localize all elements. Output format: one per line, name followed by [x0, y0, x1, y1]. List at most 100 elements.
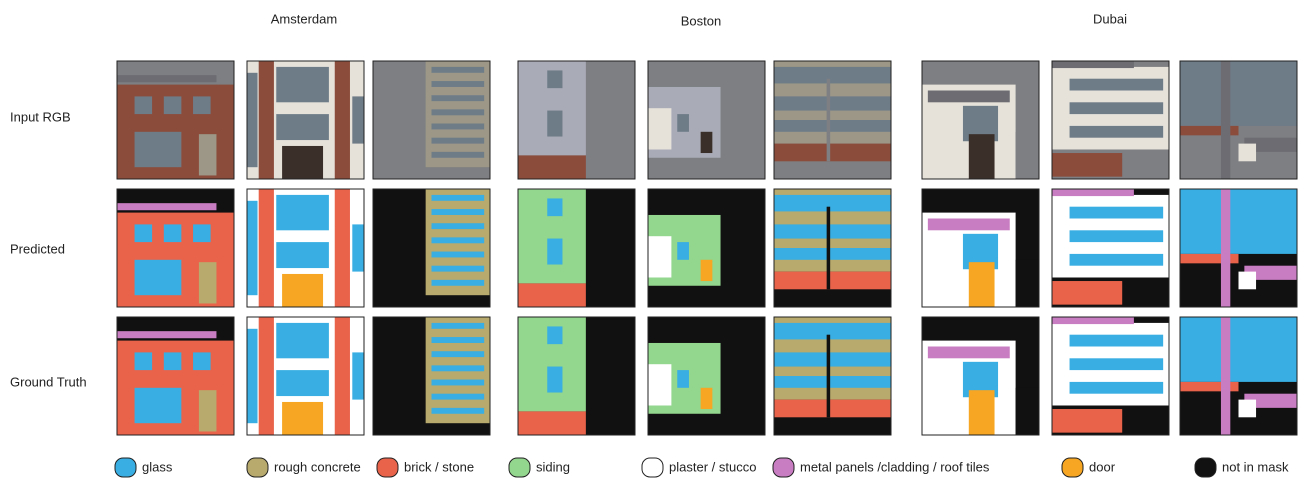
legend-label: siding [536, 459, 570, 474]
tile-region [648, 108, 672, 150]
tile-region [518, 283, 586, 307]
tile-region [1052, 281, 1123, 305]
tile-region [1220, 61, 1231, 179]
tile-region [431, 393, 485, 400]
tile-region [431, 66, 485, 73]
legend-swatch [1061, 457, 1084, 478]
tile-region [547, 70, 563, 89]
tile-region [134, 387, 182, 424]
tile-region [282, 273, 324, 307]
tile-region [334, 317, 350, 435]
tile-region [282, 145, 324, 179]
legend-swatch [114, 457, 137, 478]
tile-region [352, 352, 364, 400]
tile-region [163, 352, 182, 371]
tile-region [134, 131, 182, 168]
tile-border [116, 316, 235, 436]
tile-region [247, 200, 258, 296]
tile-region [193, 224, 211, 243]
tile-region [1015, 131, 1039, 179]
tile-region [431, 351, 485, 358]
tile-region [1220, 189, 1231, 307]
tile-region [518, 411, 586, 435]
tile-region [193, 96, 211, 115]
legend-label: glass [142, 459, 173, 474]
tile-region [1069, 206, 1164, 219]
tile-region [774, 352, 891, 367]
tile-region [431, 151, 485, 158]
tile-region [648, 364, 672, 406]
legend-label: metal panels /cladding / roof tiles [800, 459, 990, 474]
tile-region [1069, 230, 1164, 243]
tile-border [116, 188, 235, 308]
tile-region [431, 137, 485, 144]
tile-region [276, 322, 329, 359]
column-header: Amsterdam [271, 11, 337, 26]
tile-region [1069, 381, 1164, 394]
tile-region [1052, 61, 1134, 69]
tile-region [700, 131, 713, 154]
tile-region [1180, 189, 1297, 254]
legend-swatch [1194, 457, 1217, 478]
tile-border [517, 188, 636, 308]
tile-grid [116, 60, 1298, 436]
tile-region [547, 326, 563, 345]
tile-region [352, 224, 364, 272]
tile-region [431, 407, 485, 414]
tile-region [1180, 317, 1297, 382]
tile-region [968, 390, 995, 435]
legend-swatch [376, 457, 399, 478]
tile-border [1179, 188, 1298, 308]
tile-region [431, 223, 485, 230]
tile-region [1052, 189, 1134, 197]
tile-border [1051, 60, 1170, 180]
tile-region [163, 224, 182, 243]
row-label: Predicted [10, 241, 65, 256]
tile-region [826, 334, 831, 418]
tile-region [1244, 137, 1297, 152]
tile-border [517, 316, 636, 436]
tile-region [927, 90, 1010, 103]
tile-region [117, 75, 217, 83]
tile-region [1238, 399, 1257, 418]
tile-region [1069, 253, 1164, 266]
tile-border [246, 188, 365, 308]
row-label: Ground Truth [10, 374, 87, 389]
tile-region [1052, 317, 1134, 325]
tile-region [1069, 358, 1164, 371]
tile-region [774, 399, 891, 418]
tile-region [677, 370, 689, 388]
legend-label: door [1089, 459, 1116, 474]
tile-region [648, 236, 672, 278]
tile-region [1052, 409, 1123, 433]
tile-region [1015, 259, 1039, 307]
column-header: Dubai [1093, 11, 1127, 26]
tile-region [774, 96, 891, 111]
tile-region [774, 224, 891, 239]
tile-region [134, 224, 153, 243]
tile-region [163, 96, 182, 115]
tile-region [431, 251, 485, 258]
tile-region [134, 259, 182, 296]
tile-region [134, 96, 153, 115]
tile-region [276, 194, 329, 231]
tile-region [774, 194, 891, 212]
tile-region [431, 279, 485, 286]
tile-border [921, 60, 1040, 180]
tile-region [927, 346, 1010, 359]
tile-border [372, 60, 491, 180]
tile-region [276, 370, 329, 397]
legend-swatch [508, 457, 531, 478]
tile-region [700, 387, 713, 410]
tile-border [647, 316, 766, 436]
tile-region [276, 66, 329, 103]
tile-region [258, 61, 274, 179]
tile-region [1244, 393, 1297, 408]
tile-region [1220, 317, 1231, 435]
legend-label: brick / stone [404, 459, 474, 474]
tile-region [1069, 78, 1164, 91]
tile-region [352, 96, 364, 144]
tile-border [773, 188, 892, 308]
tile-region [276, 242, 329, 269]
tile-region [431, 322, 485, 329]
